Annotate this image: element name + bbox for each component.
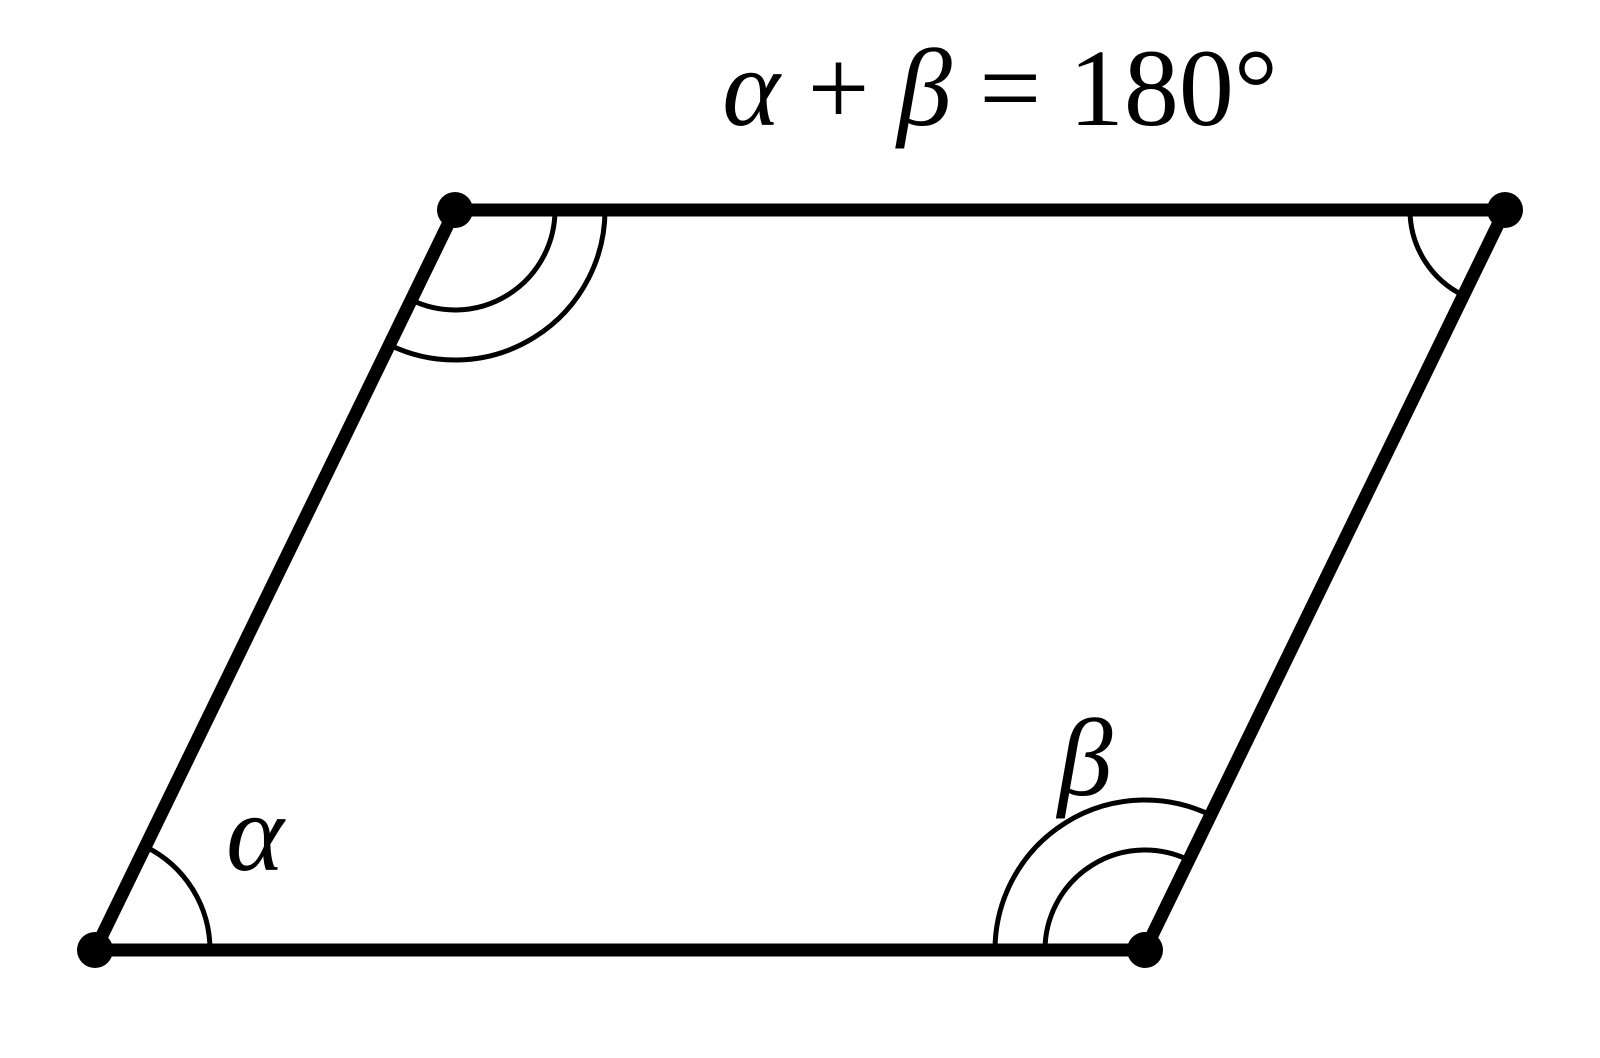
- parallelogram-outline: [95, 210, 1505, 950]
- angle-arc: [145, 847, 210, 950]
- vertex-c: [1487, 192, 1523, 228]
- equation-text: α + β = 180°: [722, 27, 1278, 149]
- alpha-label: α: [226, 772, 286, 894]
- vertex-a: [77, 932, 113, 968]
- vertex-d: [437, 192, 473, 228]
- angle-arc: [1410, 210, 1463, 295]
- beta-label: β: [1056, 697, 1113, 819]
- vertex-b: [1127, 932, 1163, 968]
- parallelogram-diagram: α β α + β = 180°: [0, 0, 1600, 1058]
